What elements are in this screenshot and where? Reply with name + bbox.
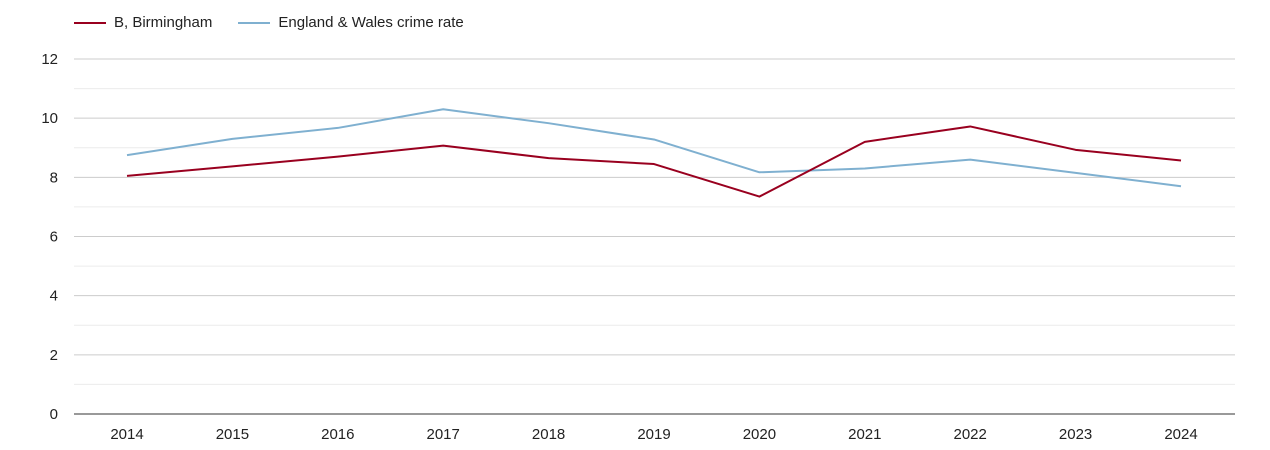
- y-tick-label: 8: [50, 169, 58, 186]
- legend: B, Birmingham England & Wales crime rate: [74, 14, 464, 31]
- legend-swatch-birmingham: [74, 21, 106, 24]
- y-tick-label: 0: [50, 406, 58, 423]
- legend-item-birmingham[interactable]: B, Birmingham: [74, 14, 212, 31]
- x-tick-label: 2022: [954, 426, 987, 443]
- legend-item-england-wales[interactable]: England & Wales crime rate: [238, 14, 464, 31]
- legend-label-england-wales: England & Wales crime rate: [278, 14, 464, 31]
- legend-label-birmingham: B, Birmingham: [114, 14, 213, 31]
- series-line-birmingham: [126, 125, 1182, 198]
- y-tick-label: 2: [50, 347, 58, 364]
- series-line-england-wales: [126, 108, 1182, 188]
- y-tick-label: 12: [41, 51, 58, 68]
- x-tick-label: 2020: [743, 426, 776, 443]
- x-tick-label: 2019: [637, 426, 670, 443]
- y-tick-label: 4: [50, 288, 58, 305]
- x-tick-label: 2018: [532, 426, 565, 443]
- x-tick-label: 2014: [110, 426, 143, 443]
- y-tick-label: 6: [50, 229, 58, 246]
- x-tick-label: 2024: [1164, 426, 1197, 443]
- x-tick-label: 2017: [427, 426, 460, 443]
- x-tick-label: 2021: [848, 426, 881, 443]
- y-tick-label: 10: [41, 110, 58, 127]
- x-tick-label: 2015: [216, 426, 249, 443]
- x-tick-label: 2023: [1059, 426, 1092, 443]
- legend-swatch-england-wales: [238, 21, 271, 24]
- x-tick-label: 2016: [321, 426, 354, 443]
